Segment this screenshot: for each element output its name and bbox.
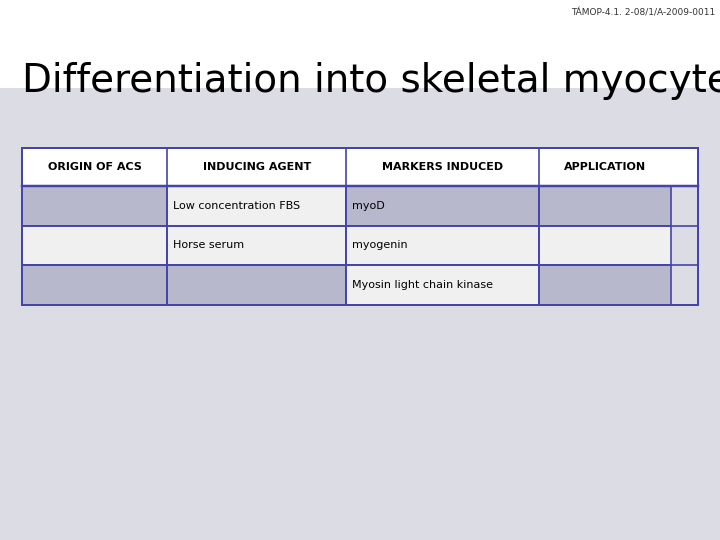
Bar bbox=[539, 186, 671, 226]
Bar bbox=[167, 265, 346, 305]
Bar bbox=[0, 88, 720, 540]
Text: Myosin light chain kinase: Myosin light chain kinase bbox=[353, 280, 493, 290]
Bar bbox=[22, 148, 698, 305]
Text: TÁMOP-4.1. 2-08/1/A-2009-0011: TÁMOP-4.1. 2-08/1/A-2009-0011 bbox=[571, 8, 715, 17]
Text: ORIGIN OF ACS: ORIGIN OF ACS bbox=[48, 162, 142, 172]
Text: myogenin: myogenin bbox=[353, 240, 408, 251]
Bar bbox=[346, 265, 539, 305]
Bar bbox=[22, 148, 698, 186]
Bar bbox=[22, 265, 167, 305]
Text: INDUCING AGENT: INDUCING AGENT bbox=[203, 162, 311, 172]
Bar bbox=[346, 226, 539, 265]
Text: MARKERS INDUCED: MARKERS INDUCED bbox=[382, 162, 503, 172]
Bar bbox=[539, 226, 671, 265]
Bar bbox=[22, 186, 167, 226]
Bar bbox=[22, 226, 167, 265]
Text: Low concentration FBS: Low concentration FBS bbox=[174, 201, 300, 211]
Text: Horse serum: Horse serum bbox=[174, 240, 245, 251]
Bar bbox=[346, 186, 539, 226]
Bar bbox=[539, 265, 671, 305]
Bar bbox=[167, 186, 346, 226]
Bar bbox=[167, 226, 346, 265]
Text: APPLICATION: APPLICATION bbox=[564, 162, 646, 172]
Text: Differentiation into skeletal myocytes: Differentiation into skeletal myocytes bbox=[22, 62, 720, 100]
Text: myoD: myoD bbox=[353, 201, 385, 211]
